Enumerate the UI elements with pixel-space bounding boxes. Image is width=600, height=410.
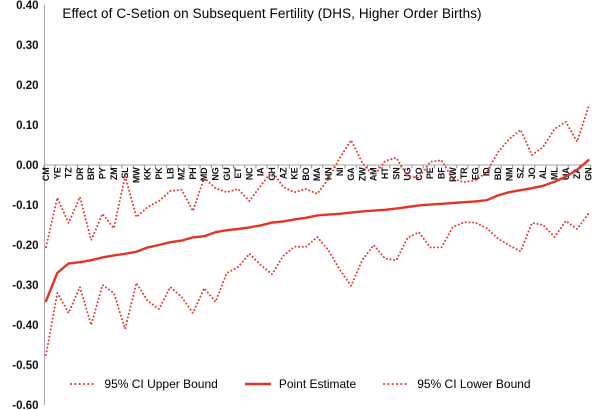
x-axis-label: YE bbox=[52, 167, 62, 179]
x-axis-label: NM bbox=[504, 168, 514, 182]
y-axis-tick-label: -0.10 bbox=[12, 200, 38, 212]
chart-legend: 95% CI Upper Bound Point Estimate 95% CI… bbox=[0, 377, 600, 391]
x-axis-label: HT bbox=[380, 167, 390, 179]
x-axis-label: BF bbox=[437, 167, 447, 179]
x-axis-label: NI bbox=[335, 168, 345, 177]
x-axis-label: ZA bbox=[572, 167, 582, 179]
x-axis-label: ET bbox=[233, 167, 243, 179]
x-axis-label: ZM bbox=[109, 168, 119, 181]
x-axis-label: ZW bbox=[357, 167, 367, 181]
x-axis-label: IA bbox=[256, 167, 266, 176]
y-axis-tick-label: -0.60 bbox=[12, 400, 38, 410]
x-axis-label: PY bbox=[98, 167, 108, 179]
legend-item-lower-bound: 95% CI Lower Bound bbox=[382, 377, 531, 391]
x-axis-label: ML bbox=[550, 167, 560, 180]
x-axis-label: MW bbox=[131, 167, 141, 183]
x-axis-label: GA bbox=[346, 167, 356, 181]
x-axis-label: PK bbox=[154, 167, 164, 180]
x-axis-label: NC bbox=[244, 167, 254, 180]
legend-item-point-estimate: Point Estimate bbox=[244, 377, 356, 391]
y-axis-tick-label: 0.00 bbox=[16, 160, 38, 172]
y-axis-tick-label: 0.10 bbox=[16, 120, 38, 132]
x-axis-label: TR bbox=[459, 167, 469, 179]
x-axis-label: GH bbox=[267, 168, 277, 181]
y-axis-tick-label: -0.20 bbox=[12, 240, 38, 252]
x-axis-label: MD bbox=[199, 167, 209, 181]
dotted-line-icon bbox=[70, 383, 98, 385]
legend-item-upper-bound: 95% CI Upper Bound bbox=[69, 377, 218, 391]
x-axis-label: CO bbox=[414, 167, 424, 180]
x-axis-label: GN bbox=[583, 168, 593, 181]
x-axis-label: PH bbox=[188, 168, 198, 180]
point-estimate-line bbox=[44, 158, 590, 303]
x-axis-label: MA bbox=[312, 167, 322, 181]
x-axis-label: RW bbox=[448, 167, 458, 182]
solid-line-icon bbox=[244, 382, 271, 386]
x-axis-label: UA bbox=[561, 167, 571, 180]
x-axis-label: TZ bbox=[64, 167, 74, 178]
x-axis-label: NG bbox=[211, 167, 221, 180]
x-axis-label: BD bbox=[493, 167, 503, 180]
x-axis-label: KK bbox=[143, 167, 153, 180]
legend-label-lower-bound: 95% CI Lower Bound bbox=[417, 377, 531, 391]
x-axis-label: LB bbox=[165, 167, 175, 179]
x-axis-label: SL bbox=[120, 167, 130, 179]
y-axis-tick-label: 0.30 bbox=[16, 40, 38, 52]
x-axis-label: GU bbox=[222, 168, 232, 181]
lower-bound-line bbox=[45, 212, 590, 356]
x-axis-label: AL bbox=[538, 167, 548, 179]
y-axis-tick-label: 0.40 bbox=[16, 0, 38, 12]
x-axis-label: UG bbox=[403, 167, 413, 180]
x-axis-label: PE bbox=[425, 167, 435, 179]
x-axis-label: AM bbox=[369, 168, 379, 182]
upper-bound-line bbox=[45, 106, 590, 248]
x-axis-label: CM bbox=[41, 168, 51, 182]
x-axis-label: SN bbox=[391, 168, 401, 180]
x-axis-label: SZ bbox=[516, 167, 526, 179]
y-axis-tick-label: -0.40 bbox=[12, 320, 38, 332]
legend-label-upper-bound: 95% CI Upper Bound bbox=[104, 377, 218, 391]
x-axis-label: BO bbox=[301, 167, 311, 180]
x-axis-label: AZ bbox=[278, 167, 288, 179]
legend-label-point-estimate: Point Estimate bbox=[278, 377, 357, 391]
x-axis-label: HN bbox=[324, 168, 334, 181]
x-axis-label: KE bbox=[290, 167, 300, 179]
x-axis-label: DR bbox=[75, 167, 85, 180]
x-axis-label: BR bbox=[86, 167, 96, 180]
y-axis-tick-label: -0.50 bbox=[12, 360, 38, 372]
x-axis-label: EG bbox=[470, 167, 480, 180]
chart-title: Effect of C-Setion on Subsequent Fertili… bbox=[62, 6, 482, 21]
y-axis-tick-label: 0.20 bbox=[16, 80, 38, 92]
x-axis-label: MZ bbox=[177, 167, 187, 180]
dotted-line-icon bbox=[383, 383, 411, 385]
y-axis-tick-label: -0.30 bbox=[12, 280, 38, 292]
x-axis-label: JO bbox=[527, 167, 537, 179]
